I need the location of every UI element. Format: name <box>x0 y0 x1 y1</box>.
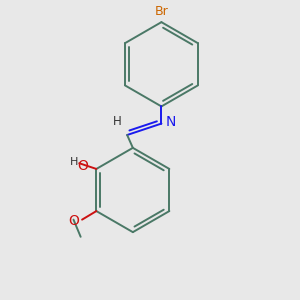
Text: N: N <box>166 115 176 129</box>
Text: Br: Br <box>154 5 168 18</box>
Text: H: H <box>69 157 78 167</box>
Text: O: O <box>77 159 88 173</box>
Text: H: H <box>113 115 122 128</box>
Text: O: O <box>68 214 79 228</box>
